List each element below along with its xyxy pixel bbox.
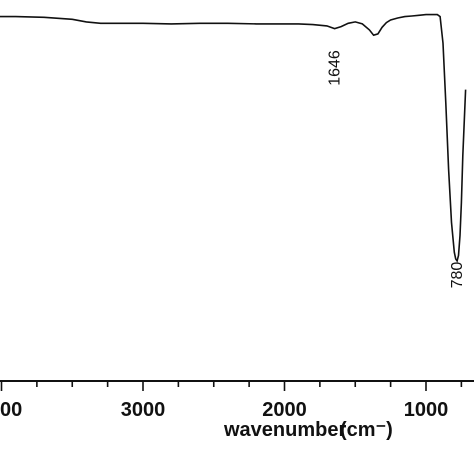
- x-axis-ticks: 00 3000 2000 1000: [0, 381, 463, 421]
- peak-label: 1646: [327, 50, 344, 86]
- spectrum-line: [0, 13, 467, 263]
- peak-label: 780: [449, 262, 466, 289]
- x-tick-label: 3000: [121, 399, 166, 421]
- x-axis-label: wavenumber: [223, 419, 346, 441]
- x-tick-label: 1000: [404, 399, 449, 421]
- x-axis-unit: (cm⁻): [340, 419, 393, 441]
- plot-area: 1646 780: [0, 13, 467, 288]
- x-axis-title: wavenumber (cm⁻): [223, 419, 393, 441]
- x-tick-label: 00: [0, 399, 22, 421]
- peak-annotations: 1646 780: [327, 50, 467, 288]
- x-tick-label: 2000: [262, 399, 307, 421]
